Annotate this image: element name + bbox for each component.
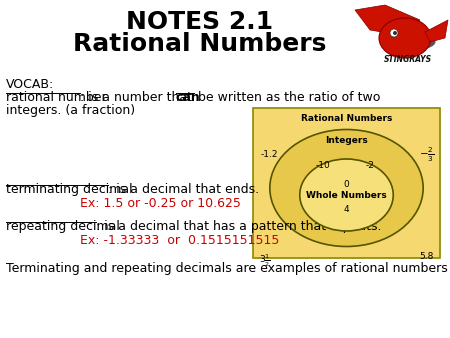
- Text: VOCAB:: VOCAB:: [6, 78, 54, 91]
- Text: Whole Numbers: Whole Numbers: [306, 191, 387, 200]
- Text: Rational Numbers: Rational Numbers: [73, 32, 327, 56]
- Text: 5.8: 5.8: [419, 252, 434, 261]
- Text: rational number: rational number: [6, 91, 107, 104]
- Text: -2: -2: [366, 161, 375, 170]
- Text: NOTES 2.1: NOTES 2.1: [126, 10, 274, 34]
- Circle shape: [390, 29, 398, 37]
- Polygon shape: [425, 20, 448, 42]
- Text: Terminating and repeating decimals are examples of rational numbers: Terminating and repeating decimals are e…: [6, 262, 448, 275]
- Text: 0: 0: [344, 180, 349, 189]
- Text: : is a decimal that has a pattern that repeats.: : is a decimal that has a pattern that r…: [96, 220, 382, 233]
- Polygon shape: [355, 5, 420, 35]
- Text: integers. (a fraction): integers. (a fraction): [6, 104, 135, 117]
- Bar: [253, 108, 440, 258]
- Text: Integers: Integers: [325, 136, 368, 145]
- Text: STINGRAYS: STINGRAYS: [384, 55, 432, 64]
- Ellipse shape: [379, 18, 431, 58]
- Text: terminating decimal: terminating decimal: [6, 183, 133, 196]
- Circle shape: [393, 31, 397, 35]
- Text: : is a number that: : is a number that: [80, 91, 196, 104]
- Text: can: can: [176, 91, 201, 104]
- Ellipse shape: [300, 159, 393, 231]
- Text: be written as the ratio of two: be written as the ratio of two: [194, 91, 380, 104]
- Text: $-\frac{2}{3}$: $-\frac{2}{3}$: [418, 146, 434, 165]
- Text: Ex: -1.33333  or  0.1515151515: Ex: -1.33333 or 0.1515151515: [80, 234, 279, 247]
- Text: 4: 4: [344, 205, 349, 214]
- Text: Rational Numbers: Rational Numbers: [301, 114, 392, 123]
- Ellipse shape: [381, 33, 436, 51]
- Text: -1.2: -1.2: [261, 150, 279, 159]
- Text: : is a decimal that ends.: : is a decimal that ends.: [108, 183, 259, 196]
- Text: Ex: 1.5 or -0.25 or 10.625: Ex: 1.5 or -0.25 or 10.625: [80, 197, 241, 210]
- Text: -10: -10: [315, 161, 330, 170]
- Text: $3\frac{1}{2}$: $3\frac{1}{2}$: [259, 252, 271, 269]
- Text: repeating decimal: repeating decimal: [6, 220, 120, 233]
- Ellipse shape: [270, 129, 423, 246]
